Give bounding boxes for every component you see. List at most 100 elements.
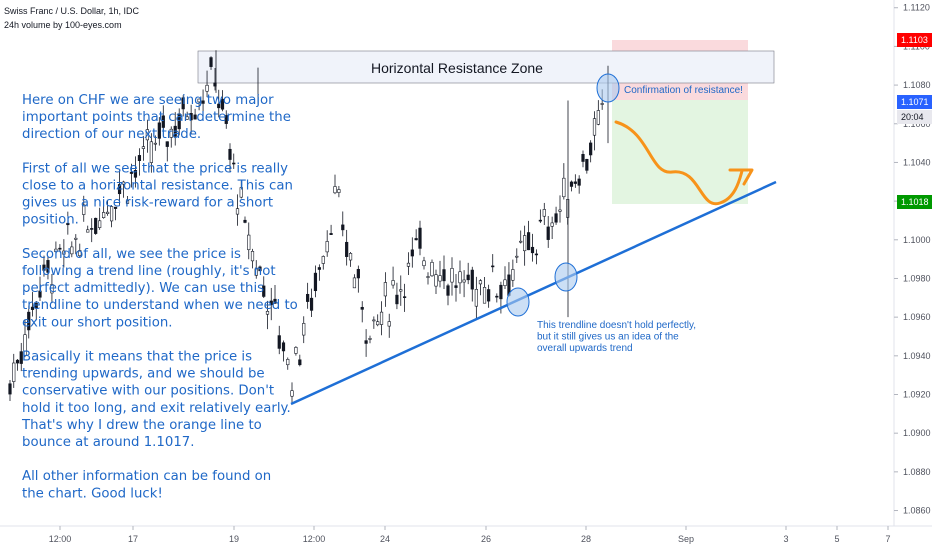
candle-body [19,351,23,364]
candle-body [243,219,247,223]
candle-body [141,146,146,149]
candle-body [585,158,589,171]
time-tick-label: 26 [481,534,491,544]
candle-body [534,253,539,256]
candle-body [446,285,450,296]
price-badge [897,195,932,209]
candle-body [499,284,503,300]
price-badge-label: 1.1103 [901,35,928,45]
time-tick-label: 7 [885,534,890,544]
candle-body [157,122,161,139]
candle-body [337,189,341,193]
time-tick-label: 24 [380,534,390,544]
candle-body [294,347,298,354]
candle-body [254,268,258,276]
candle-body [372,319,376,322]
candle-body [589,142,593,156]
candle-body [573,181,577,184]
candle-body [46,260,50,273]
price-tick-label: 1.1080 [903,80,931,90]
price-tick-label: 1.1040 [903,157,931,167]
analysis-text-line: trending upwards, and we should be [22,367,265,382]
candle-body [414,238,418,241]
candle-body [345,241,349,257]
candle-body [410,249,414,257]
candle-body [462,279,466,283]
candle-body [379,311,384,325]
trendline-note-line: overall upwards trend [537,343,633,354]
candle-body [430,261,434,277]
candle-body [86,229,90,233]
analysis-text-line: exit our short position. [22,315,173,330]
analysis-text-line: position. [22,213,79,228]
analysis-text-line: conservative with our positions. Don't [22,384,274,399]
candle-body [395,294,399,305]
orange-projection-path[interactable] [614,120,744,206]
candle-body [538,219,542,222]
candle-body [503,279,507,286]
time-tick-label: 28 [581,534,591,544]
candle-body [185,116,189,120]
analysis-text-line: direction of our next trade. [22,127,201,142]
orange-arrowhead [728,168,754,186]
candle-body [426,276,430,278]
trendline[interactable] [290,180,777,406]
candle-body [302,323,306,336]
candle-body [530,246,535,254]
candle-body [321,256,325,264]
candle-body [387,321,391,327]
candle-body [418,227,422,249]
candle-body [90,228,94,230]
trendline-touch-circle-2[interactable] [554,262,578,292]
price-scale[interactable]: 1.11201.11001.10801.10601.10401.10201.10… [894,3,931,516]
trendline-note-line: but it still gives us an idea of the [537,332,679,343]
analysis-text-line: hold it too long, and exit relatively ea… [22,401,291,416]
candle-body [98,220,102,228]
time-tick-label: 12:00 [49,534,72,544]
candle-body [137,155,142,161]
candlestick-series [8,50,609,405]
candle-body [62,250,66,255]
time-scale[interactable]: 12:00 17 19 12:00 24 26 28 Sep 3 5 7 [49,526,891,544]
candle-body [193,114,197,120]
candle-body [165,141,169,147]
candle-body [209,57,213,67]
candle-body [34,303,38,309]
price-badge [897,95,932,109]
trendline-note-line: This trendline doesn't hold perfectly, [537,320,696,331]
candle-body [50,284,54,294]
candle-body [125,200,130,204]
candle-body [333,186,337,194]
candle-body [542,209,546,217]
time-tick-label: Sep [678,534,694,544]
candle-body [161,115,165,128]
candle-body [569,181,574,187]
candle-body [8,383,12,395]
candle-body [173,125,177,137]
analysis-text-line: That's why I drew the orange line to [21,418,262,433]
take-profit-zone[interactable] [612,100,748,204]
candle-body [239,187,243,198]
resistance-zone-box[interactable] [197,50,775,84]
candle-body [70,246,74,255]
candle-body [133,170,138,178]
candle-body [250,251,255,262]
trendline-touch-circle-1[interactable] [506,287,530,317]
candle-body [478,280,483,285]
candle-body [247,234,251,251]
candle-body [205,84,209,92]
analysis-text-line: trendline to understand when we need to [22,298,298,313]
candle-body [23,334,27,356]
candle-body [281,342,286,352]
price-tick-label: 1.0940 [903,351,931,361]
candle-body [356,268,360,279]
candle-body [487,289,491,302]
chart-header: Swiss Franc / U.S. Dollar, 1h, IDC 24h v… [4,4,139,32]
candle-body [224,115,228,124]
time-tick-label: 3 [783,534,788,544]
candle-body [15,359,20,364]
candle-body [309,297,314,311]
price-badge-label: 1.1071 [901,97,929,107]
resistance-touch-circle[interactable] [596,73,620,103]
